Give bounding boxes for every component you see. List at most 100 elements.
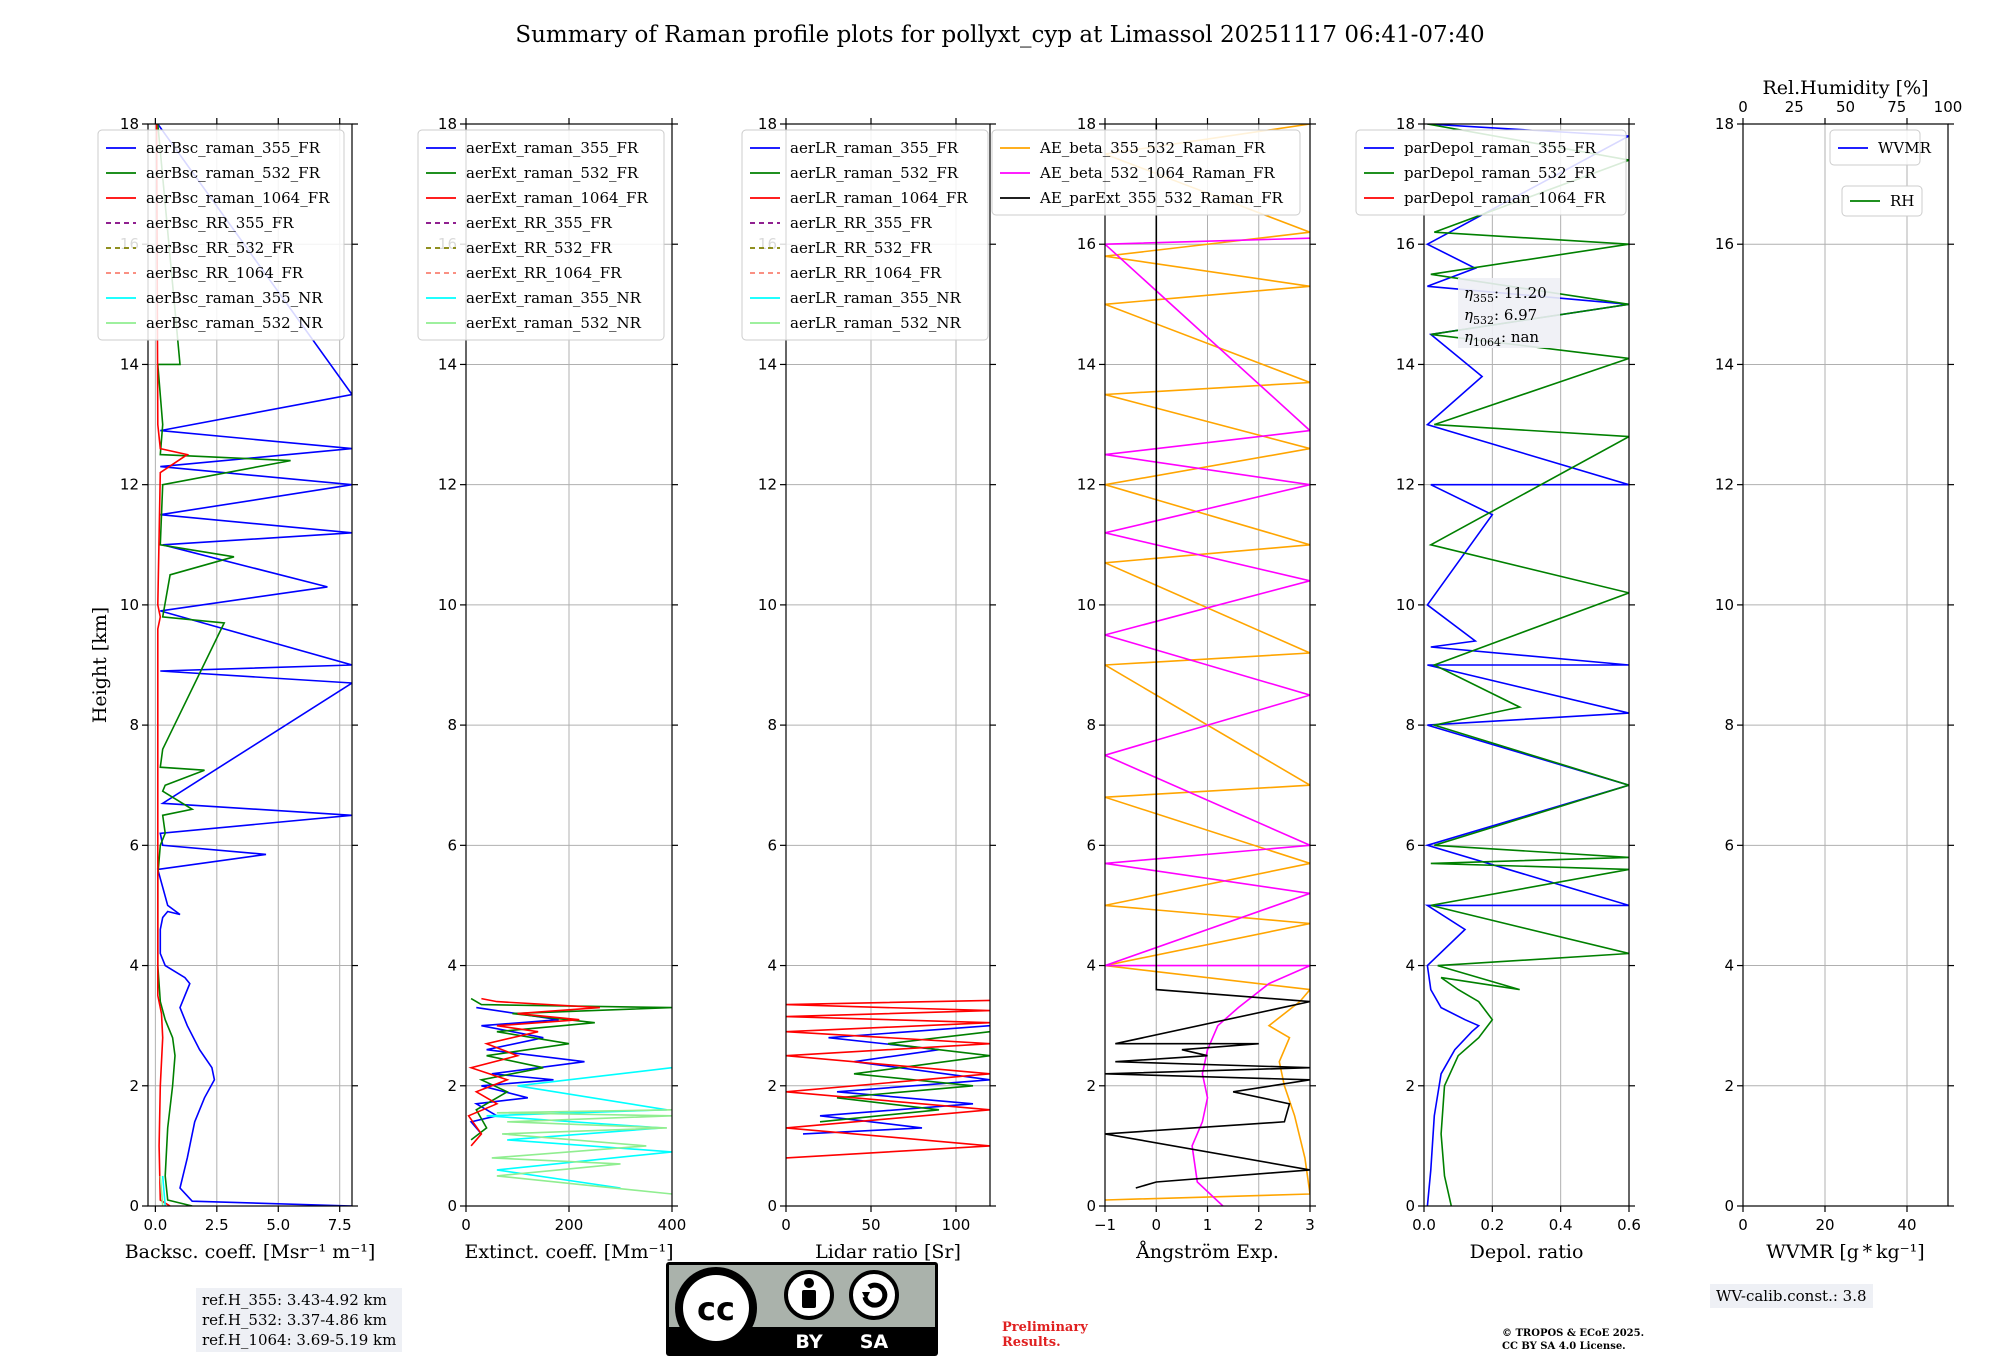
y-tick-label: 8 [767, 716, 777, 734]
x-tick-label: 3 [1305, 1216, 1315, 1234]
series-aerExt_raman_1064_FR [467, 997, 600, 1147]
legend-label: aerBsc_raman_532_NR [146, 314, 323, 332]
y-tick-label: 16 [1396, 235, 1415, 253]
x-tick-label: 100 [942, 1216, 971, 1234]
y-tick-label: 14 [120, 355, 139, 373]
preliminary-note: Preliminary Results. [1002, 1320, 1088, 1350]
x-tick-label: 7.5 [328, 1216, 352, 1234]
y-tick-label: 2 [1724, 1077, 1734, 1095]
legend-label: WVMR [1878, 139, 1932, 157]
y-tick-label: 2 [447, 1077, 457, 1095]
x-axis-label: Extinct. coeff. [Mm⁻¹] [464, 1241, 673, 1263]
y-tick-label: 6 [1405, 836, 1415, 854]
x-tick-label: 0.0 [1412, 1216, 1436, 1234]
y-tick-label: 2 [129, 1077, 139, 1095]
x-axis-label: WVMR [g * kg⁻¹] [1766, 1241, 1924, 1263]
y-tick-label: 2 [1405, 1077, 1415, 1095]
y-tick-label: 10 [120, 596, 139, 614]
panel-extinction: 0200400024681012141618Extinct. coeff. [M… [417, 115, 686, 1263]
x-tick-label: 0.2 [1480, 1216, 1504, 1234]
legend: aerExt_raman_355_FR aerExt_raman_532_FRae… [417, 129, 665, 341]
ref-height-box: ref.H_355: 3.43-4.92 km ref.H_532: 3.37-… [196, 1288, 403, 1352]
legend-label: aerExt_raman_532_FR [466, 164, 639, 182]
y-tick-label: 12 [1715, 476, 1734, 494]
y-tick-label: 4 [447, 957, 457, 975]
series-aerBsc_raman_532_FR [156, 124, 291, 1206]
cc-by-sa-badge: cc BY SA [666, 1262, 938, 1356]
y-tick-label: 4 [1724, 957, 1734, 975]
series-aerLR_raman_1064_FR [786, 999, 990, 1159]
y-tick-label: 6 [1086, 836, 1096, 854]
y-tick-label: 4 [129, 957, 139, 975]
top-axis-label: Rel.Humidity [%] [1762, 77, 1928, 99]
legend: aerLR_raman_355_FR aerLR_raman_532_FR aerL… [741, 129, 989, 341]
legend-label: aerBsc_raman_1064_FR [146, 189, 330, 207]
legend-label: aerBsc_RR_532_FR [146, 239, 294, 257]
x-tick-label: 200 [555, 1216, 584, 1234]
series-aerBsc_raman_1064_FR [155, 124, 190, 1206]
y-tick-label: 14 [758, 355, 777, 373]
series-group [1105, 124, 1310, 1206]
legend-label: aerLR_RR_532_FR [790, 239, 932, 257]
by-icon-body [802, 1290, 816, 1308]
y-tick-label: 0 [447, 1197, 457, 1215]
x-tick-label: 2 [1254, 1216, 1264, 1234]
y-tick-label: 8 [1724, 716, 1734, 734]
y-tick-label: 10 [1077, 596, 1096, 614]
x-tick-label: 0.6 [1617, 1216, 1641, 1234]
legend-box [1355, 129, 1627, 216]
legend-label: aerBsc_RR_1064_FR [146, 264, 304, 282]
y-tick-label: 4 [1405, 957, 1415, 975]
legend-label: parDepol_raman_355_FR [1404, 139, 1597, 157]
y-tick-label: 18 [1715, 115, 1734, 133]
y-tick-label: 10 [1396, 596, 1415, 614]
series-aerLR_raman_355_FR [802, 1024, 990, 1135]
legend: aerBsc_raman_355_FR aerBsc_raman_532_FRae… [97, 129, 345, 341]
legend-label: RH [1890, 192, 1914, 210]
top-tick-label: 0 [1738, 98, 1748, 116]
eta-value: : 11.20 [1494, 284, 1547, 302]
legend-label: aerBsc_raman_532_FR [146, 164, 321, 182]
x-tick-label: 2.5 [205, 1216, 229, 1234]
series-AE_beta_355_532_Raman_FR [1105, 124, 1310, 1201]
x-tick-label: 0 [781, 1216, 791, 1234]
y-tick-label: 2 [1086, 1077, 1096, 1095]
legend-label: aerExt_RR_532_FR [466, 239, 613, 257]
y-tick-label: 12 [758, 476, 777, 494]
series-group [467, 997, 672, 1195]
legend-label: aerExt_RR_1064_FR [466, 264, 622, 282]
series-aerBsc_raman_355_NR [161, 1175, 166, 1206]
y-tick-label: 6 [447, 836, 457, 854]
y-tick-label: 0 [1405, 1197, 1415, 1215]
x-tick-label: 50 [861, 1216, 880, 1234]
eta-355: η355: 11.20 [1464, 284, 1547, 305]
legend-label: aerLR_raman_355_NR [790, 289, 961, 307]
series-aerBsc_raman_532_NR [159, 1175, 164, 1206]
legend-label: aerLR_RR_1064_FR [790, 264, 942, 282]
legend: AE_beta_355_532_Raman_FR AE_beta_532_1064… [991, 129, 1301, 216]
ref-height-355: ref.H_355: 3.43-4.92 km [202, 1291, 387, 1309]
y-tick-label: 6 [129, 836, 139, 854]
y-tick-label: 6 [767, 836, 777, 854]
series-aerBsc_raman_355_FR [156, 124, 352, 1206]
legend-label: aerExt_RR_355_FR [466, 214, 613, 232]
x-tick-label: 0 [1738, 1216, 1748, 1234]
top-tick-label: 25 [1785, 98, 1804, 116]
y-tick-label: 8 [447, 716, 457, 734]
y-tick-label: 6 [1724, 836, 1734, 854]
legend-label: aerBsc_RR_355_FR [146, 214, 294, 232]
y-tick-label: 0 [1086, 1197, 1096, 1215]
eta-532: η532: 6.97 [1464, 306, 1537, 327]
eta-subscript: 1064 [1473, 336, 1501, 349]
legend-label: aerExt_raman_355_NR [466, 289, 642, 307]
legend-label: parDepol_raman_532_FR [1404, 164, 1597, 182]
wv-calib-const: WV-calib.const.: 3.8 [1716, 1287, 1867, 1305]
y-tick-label: 2 [767, 1077, 777, 1095]
by-text: BY [795, 1331, 822, 1353]
eta-value: : nan [1501, 328, 1539, 346]
legend-box [97, 129, 345, 341]
x-axis-label: Depol. ratio [1470, 1241, 1584, 1263]
